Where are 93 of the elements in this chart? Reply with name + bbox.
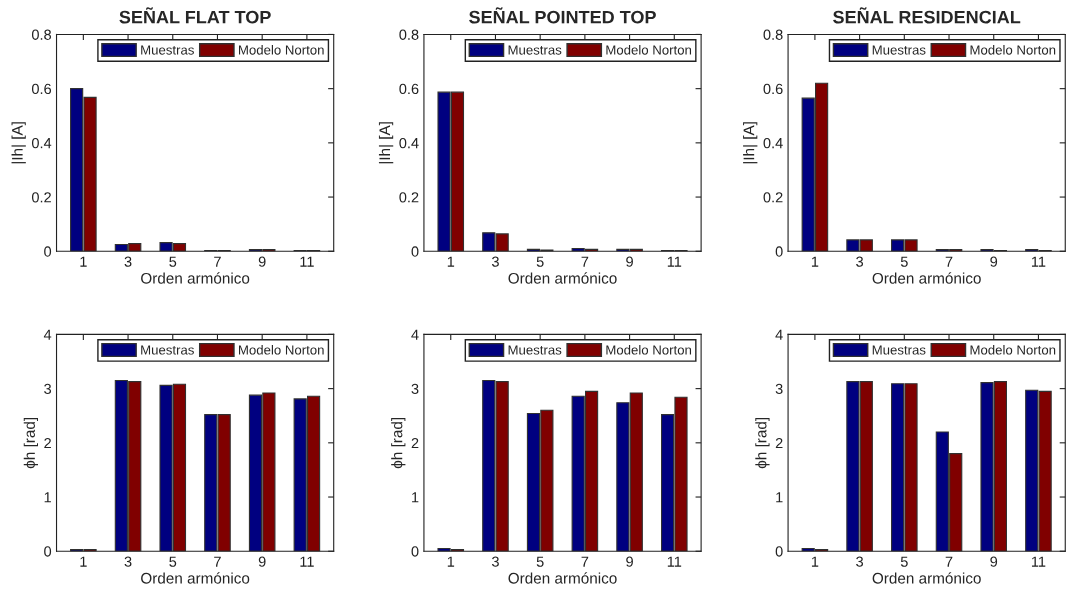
x-tick-label: 1 xyxy=(80,256,87,267)
x-tick-label: 7 xyxy=(945,256,953,267)
x-tick-label: 1 xyxy=(447,556,455,567)
legend-label: Modelo Norton xyxy=(239,344,324,355)
legend-label: Muestras xyxy=(872,345,926,355)
legend-label: Muestras xyxy=(141,345,194,355)
legend-label: Muestras xyxy=(508,345,562,355)
legend-label: Muestras xyxy=(141,45,194,55)
y-tick-label: 0.8 xyxy=(763,29,783,40)
x-axis-title: Orden armónico xyxy=(872,572,981,584)
legend-label: Modelo Norton xyxy=(606,344,692,355)
x-tick-label: 5 xyxy=(169,556,177,567)
x-tick-label: 1 xyxy=(811,556,819,567)
y-tick-label: 0.6 xyxy=(763,83,783,95)
x-tick-label: 5 xyxy=(536,256,544,267)
y-tick-label: 0 xyxy=(411,246,419,257)
y-tick-label: 0 xyxy=(44,246,52,257)
y-tick-label: 3 xyxy=(775,383,783,395)
x-tick-label: 7 xyxy=(214,556,221,567)
y-tick-label: 0 xyxy=(775,546,783,557)
x-tick-label: 7 xyxy=(945,556,953,567)
x-tick-label: 3 xyxy=(491,556,499,567)
legend-label: Modelo Norton xyxy=(970,344,1056,355)
x-axis-title: Orden armónico xyxy=(508,572,617,584)
legend-label: Modelo Norton xyxy=(606,44,692,55)
y-tick-label: 0.4 xyxy=(399,137,419,149)
y-tick-label: 0.4 xyxy=(763,137,783,149)
x-tick-label: 9 xyxy=(990,556,998,567)
x-tick-label: 3 xyxy=(124,256,132,267)
x-tick-label: 3 xyxy=(856,256,864,267)
x-tick-label: 5 xyxy=(900,256,908,267)
legend-label: Modelo Norton xyxy=(239,44,324,55)
y-tick-label: 0.6 xyxy=(31,83,52,95)
y-tick-label: 4 xyxy=(775,329,783,340)
y-tick-label: 0.2 xyxy=(763,192,783,203)
x-tick-label: 1 xyxy=(447,256,455,267)
x-tick-label: 7 xyxy=(214,256,221,267)
y-tick-label: 0.8 xyxy=(399,29,419,40)
y-tick-label: 2 xyxy=(411,437,419,449)
x-tick-label: 9 xyxy=(626,256,633,267)
chart-title: SEÑAL FLAT TOP xyxy=(119,7,271,24)
y-tick-label: 1 xyxy=(44,492,51,503)
x-tick-label: 11 xyxy=(667,556,682,567)
y-axis-title: ϕh [rad] xyxy=(755,417,770,469)
y-axis-title: |Ih| [A] xyxy=(378,122,394,164)
x-tick-label: 11 xyxy=(300,256,314,267)
legend-label: Muestras xyxy=(872,45,926,55)
x-tick-label: 9 xyxy=(990,256,998,267)
x-tick-label: 9 xyxy=(258,556,266,567)
chart-title: SEÑAL RESIDENCIAL xyxy=(833,7,1021,24)
x-tick-label: 1 xyxy=(80,556,87,567)
x-axis-title: Orden armónico xyxy=(141,572,250,584)
y-tick-label: 3 xyxy=(411,383,419,395)
y-tick-label: 0.4 xyxy=(31,137,52,149)
y-tick-label: 0.2 xyxy=(31,192,51,203)
y-axis-title: |Ih| [A] xyxy=(743,122,758,164)
y-axis-title: ϕh [rad] xyxy=(23,417,38,469)
y-tick-label: 4 xyxy=(43,329,52,340)
x-tick-label: 11 xyxy=(1031,256,1046,267)
x-axis-title: Orden armónico xyxy=(141,272,250,284)
legend-label: Modelo Norton xyxy=(970,44,1056,55)
y-tick-label: 0.6 xyxy=(399,83,419,95)
y-tick-label: 0 xyxy=(775,246,783,257)
y-tick-label: 0.8 xyxy=(31,29,52,40)
x-axis-title: Orden armónico xyxy=(872,272,981,284)
y-tick-label: 0 xyxy=(411,546,419,557)
y-tick-label: 3 xyxy=(44,383,52,395)
legend-label: Muestras xyxy=(508,45,562,55)
y-tick-label: 2 xyxy=(44,437,51,449)
x-tick-label: 1 xyxy=(811,256,819,267)
x-tick-label: 7 xyxy=(581,256,589,267)
y-axis-title: ϕh [rad] xyxy=(391,417,406,469)
y-tick-label: 4 xyxy=(411,329,419,340)
x-tick-label: 11 xyxy=(300,556,314,567)
y-tick-label: 2 xyxy=(775,437,783,449)
y-tick-label: 1 xyxy=(776,492,783,503)
chart-title: SEÑAL POINTED TOP xyxy=(469,7,656,24)
y-tick-label: 0.2 xyxy=(399,192,419,203)
x-tick-label: 3 xyxy=(491,256,499,267)
x-axis-title: Orden armónico xyxy=(508,272,617,284)
x-tick-label: 5 xyxy=(536,556,544,567)
x-tick-label: 11 xyxy=(667,256,682,267)
x-tick-label: 5 xyxy=(169,256,177,267)
x-tick-label: 3 xyxy=(124,556,132,567)
x-tick-label: 9 xyxy=(626,556,633,567)
x-tick-label: 7 xyxy=(581,556,589,567)
y-axis-title: |Ih| [A] xyxy=(11,122,26,164)
x-tick-label: 11 xyxy=(1031,556,1046,567)
x-tick-label: 5 xyxy=(900,556,908,567)
x-tick-label: 9 xyxy=(258,256,266,267)
y-tick-label: 0 xyxy=(44,546,52,557)
y-tick-label: 1 xyxy=(412,492,419,503)
x-tick-label: 3 xyxy=(856,556,864,567)
